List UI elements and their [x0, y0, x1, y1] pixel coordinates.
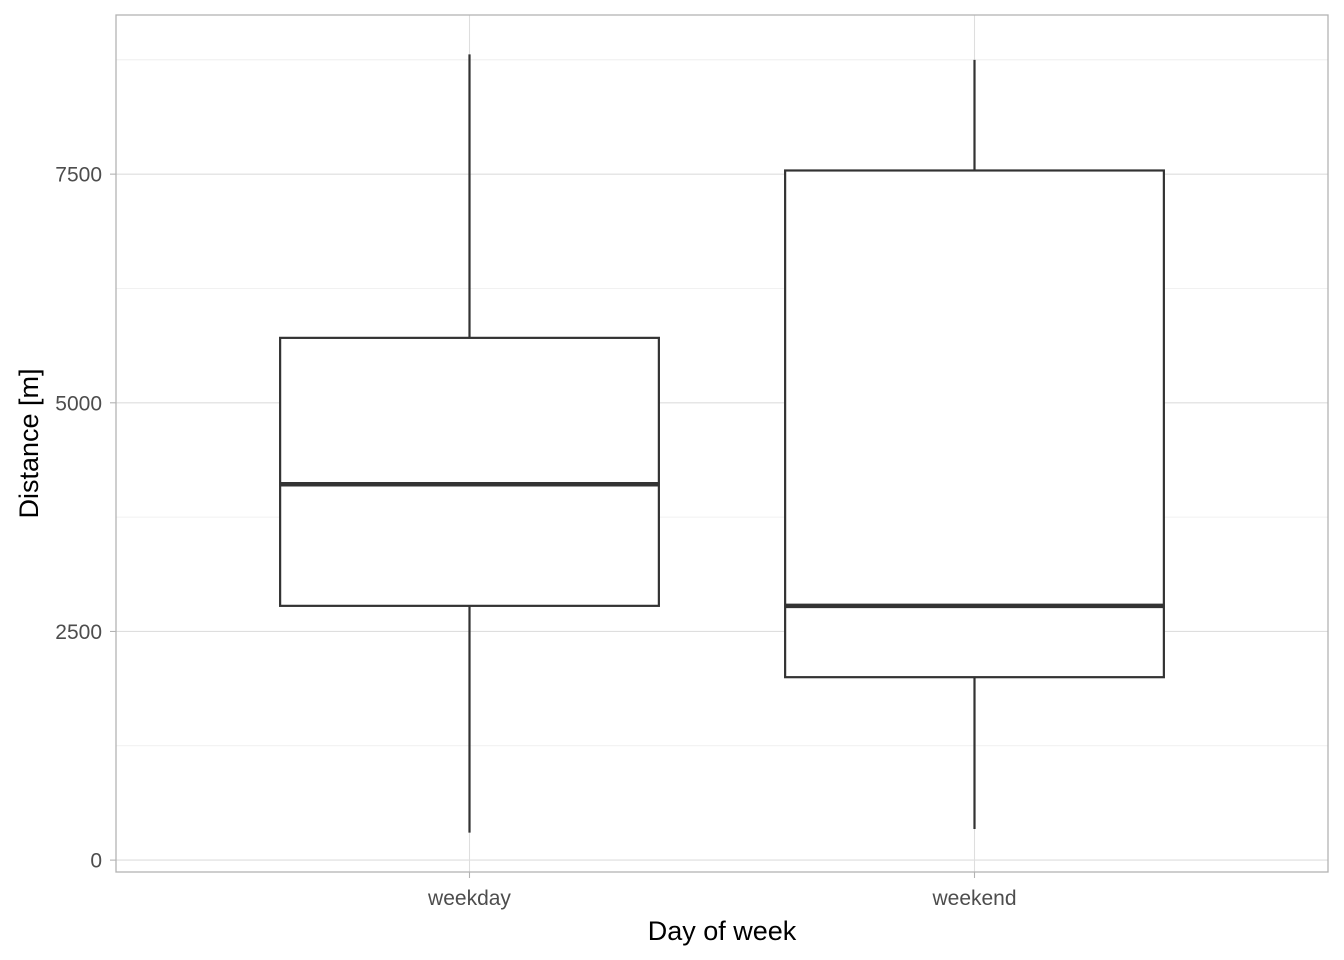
iqr-box — [784, 169, 1165, 679]
y-tick-label: 2500 — [55, 621, 102, 644]
y-tick-label: 0 — [90, 850, 102, 873]
x-axis-title: Day of week — [648, 916, 797, 946]
y-tick-label: 7500 — [55, 164, 102, 187]
box-weekday — [279, 54, 660, 833]
boxplot-layer — [279, 54, 1165, 833]
box-weekend — [784, 59, 1165, 830]
y-axis-title: Distance [m] — [14, 368, 44, 518]
axes: 0 2500 5000 7500 weekday weekend — [55, 164, 1016, 910]
panel-border — [115, 14, 1329, 873]
x-tick-label: weekday — [427, 887, 511, 910]
iqr-box — [279, 336, 660, 607]
x-tick-label: weekend — [931, 887, 1016, 910]
y-tick-label: 5000 — [55, 392, 102, 415]
